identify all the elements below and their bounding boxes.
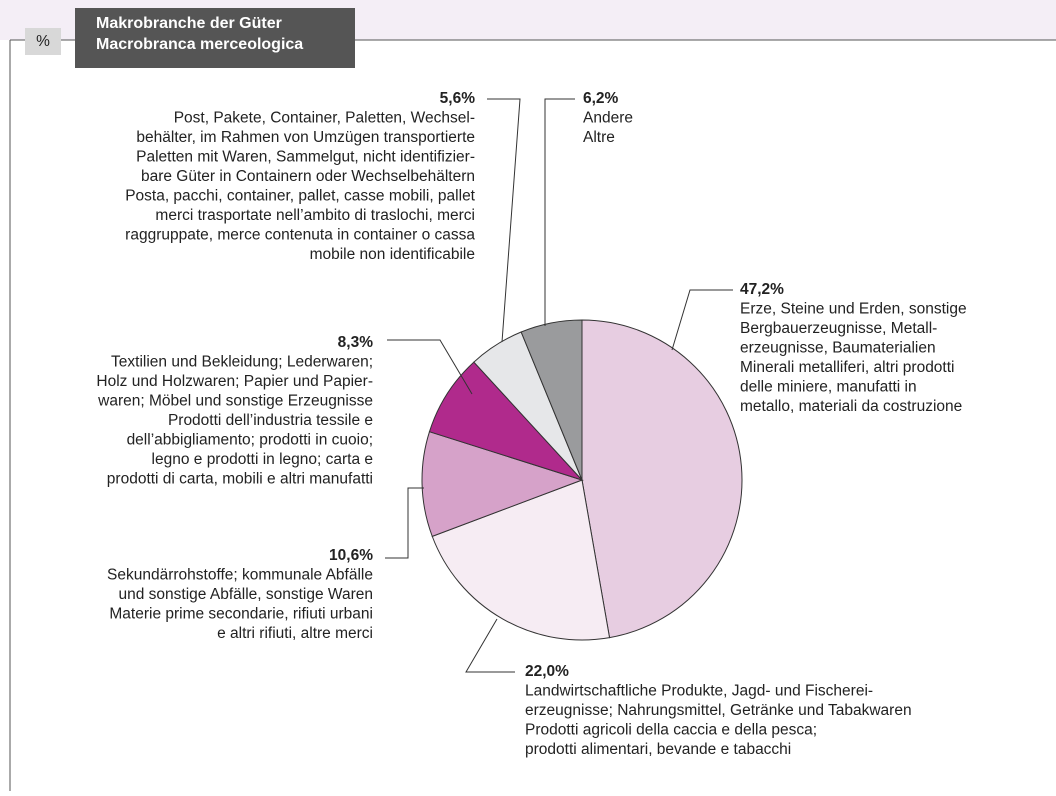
value-label: 22,0% (525, 663, 569, 680)
value-label: 10,6% (329, 547, 373, 564)
slice-label: erzeugnisse; Nahrungsmittel, Getränke un… (525, 702, 912, 719)
slice-label: prodotti alimentari, bevande e tabacchi (525, 741, 791, 758)
slice-label: metallo, materiali da costruzione (740, 398, 962, 415)
slice-label: Altre (583, 129, 615, 146)
title-box (75, 8, 355, 68)
slice-label: dell’abbigliamento; prodotti in cuoio; (127, 432, 373, 449)
slice-label: Prodotti dell’industria tessile e (168, 412, 373, 429)
slice-label: Posta, pacchi, container, pallet, casse … (125, 188, 475, 205)
slice-label: Textilien und Bekleidung; Lederwaren; (111, 354, 373, 371)
leader-line (544, 98, 575, 326)
slice-label: Landwirtschaftliche Produkte, Jagd- und … (525, 683, 873, 700)
value-label: 47,2% (740, 281, 784, 298)
slice-label: raggruppate, merce contenuta in containe… (125, 227, 475, 244)
slice-label: und sonstige Abfälle, sonstige Waren (119, 586, 373, 603)
leader-line (387, 339, 473, 395)
slice-label: merci trasportate nell’ambito di trasloc… (155, 207, 475, 224)
leader-line (671, 289, 733, 351)
slice-label: Paletten mit Waren, Sammelgut, nicht ide… (136, 149, 475, 166)
slice-label: e altri rifiuti, altre merci (217, 625, 373, 642)
unit-box (25, 28, 61, 55)
leader-line (385, 487, 424, 559)
leader-line (487, 98, 521, 343)
title: Macrobranca merceologica (96, 36, 303, 53)
slice-label: Andere (583, 110, 633, 127)
slice-label: Minerali metalliferi, altri prodotti (740, 359, 955, 376)
pie-slice (421, 431, 584, 538)
slice-label: erzeugnisse, Baumaterialien (740, 340, 936, 357)
slice-label: mobile non identificabile (310, 246, 475, 263)
slice-label: Prodotti agricoli della caccia e della p… (525, 722, 817, 739)
value-label: 5,6% (440, 90, 476, 107)
slice-label: legno e prodotti in legno; carta e (152, 451, 373, 468)
slice-label: bare Güter in Containern oder Wechselbeh… (141, 168, 475, 185)
pie-slice (520, 319, 583, 481)
slice-label: behälter, im Rahmen von Umzügen transpor… (136, 129, 475, 146)
slice-label: Erze, Steine und Erden, sonstige (740, 301, 967, 318)
slice-label: Sekundärrohstoffe; kommunale Abfälle (107, 567, 373, 584)
slice-label: Bergbauerzeugnisse, Metall- (740, 320, 937, 337)
leader-line (465, 618, 515, 673)
unit-label: % (36, 33, 50, 50)
value-label: 6,2% (583, 90, 619, 107)
slice-label: delle miniere, manufatti in (740, 379, 917, 396)
title: Makrobranche der Güter (96, 15, 282, 32)
slice-label: prodotti di carta, mobili e altri manufa… (107, 471, 373, 488)
slice-label: Holz und Holzwaren; Papier und Papier- (96, 373, 373, 390)
value-label: 8,3% (338, 334, 374, 351)
slice-label: Post, Pakete, Container, Paletten, Wechs… (174, 110, 475, 127)
slice-label: waren; Möbel und sonstige Erzeugnisse (97, 393, 373, 410)
slice-label: Materie prime secondarie, rifiuti urbani (109, 606, 373, 623)
pie-slice (581, 319, 743, 639)
